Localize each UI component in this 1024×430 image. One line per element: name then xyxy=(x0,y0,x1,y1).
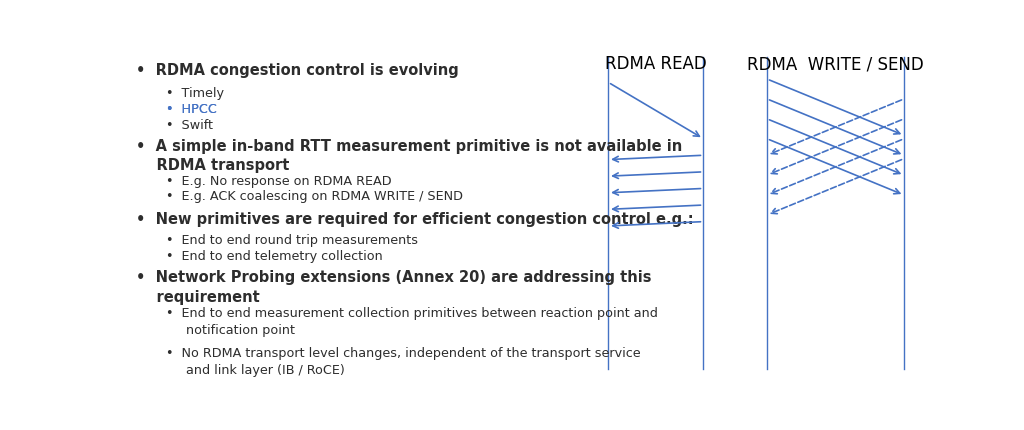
Text: •  End to end round trip measurements: • End to end round trip measurements xyxy=(166,233,418,246)
Text: •  E.g. No response on RDMA READ: • E.g. No response on RDMA READ xyxy=(166,174,392,187)
Text: •  End to end telemetry collection: • End to end telemetry collection xyxy=(166,249,383,262)
Text: •  RDMA congestion control is evolving: • RDMA congestion control is evolving xyxy=(136,63,459,78)
Text: RDMA READ: RDMA READ xyxy=(605,55,707,73)
Text: •  HPCC: • HPCC xyxy=(166,103,217,116)
Text: •  Network Probing extensions (Annex 20) are addressing this
    requirement: • Network Probing extensions (Annex 20) … xyxy=(136,270,651,304)
Text: •  Timely: • Timely xyxy=(166,87,224,100)
Text: •  End to end measurement collection primitives between reaction point and
     : • End to end measurement collection prim… xyxy=(166,306,658,336)
Text: RDMA  WRITE / SEND: RDMA WRITE / SEND xyxy=(748,55,924,73)
Text: •  E.g. ACK coalescing on RDMA WRITE / SEND: • E.g. ACK coalescing on RDMA WRITE / SE… xyxy=(166,190,463,203)
Text: •  No RDMA transport level changes, independent of the transport service
     an: • No RDMA transport level changes, indep… xyxy=(166,346,641,376)
Text: •  HPCC: • HPCC xyxy=(166,103,217,116)
Text: •  Swift: • Swift xyxy=(166,119,213,132)
Text: •  New primitives are required for efficient congestion control e.g.:: • New primitives are required for effici… xyxy=(136,211,693,226)
Text: •  A simple in-band RTT measurement primitive is not available in
    RDMA trans: • A simple in-band RTT measurement primi… xyxy=(136,138,682,173)
